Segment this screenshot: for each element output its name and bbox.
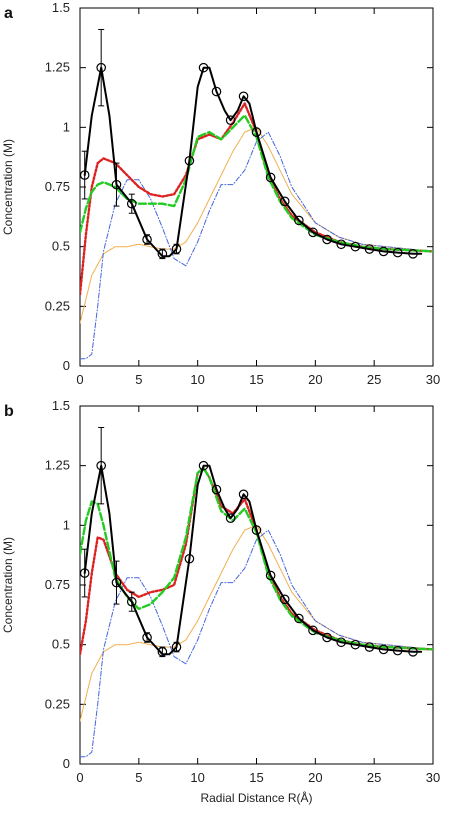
data-point <box>322 234 332 245</box>
data-point <box>184 155 195 166</box>
x-tick-label: 30 <box>426 770 440 785</box>
data-point <box>364 642 375 652</box>
data-point <box>80 568 90 578</box>
data-point <box>350 241 361 252</box>
x-tick-label: 25 <box>367 770 381 785</box>
y-tick-label: 1 <box>63 119 70 134</box>
data-point <box>408 249 418 259</box>
series-line-thin-solid <box>80 524 433 722</box>
x-tick-label: 10 <box>190 372 204 387</box>
plot-frame <box>79 405 434 765</box>
y-tick-label: 0.75 <box>45 577 70 592</box>
series-line-dash-dot <box>80 529 433 758</box>
chart-panel-a: a 0 5 10 15 20 25 30 0 0.25 0.5 0.75 1 1.25 1.5 Concent… <box>1 0 440 387</box>
data-point <box>238 91 249 102</box>
data-point <box>308 227 318 238</box>
y-tick-label: 0.25 <box>45 696 70 711</box>
data-point <box>378 644 389 655</box>
data-point <box>294 613 304 624</box>
x-axis-title: Radial Distance R(Å) <box>200 790 312 805</box>
data-point <box>378 246 389 257</box>
y-axis-title: Concentration (M) <box>1 139 15 235</box>
data-point <box>211 86 222 97</box>
data-point <box>308 625 318 636</box>
data-point <box>279 196 290 207</box>
data-point <box>251 127 262 137</box>
plot-area <box>80 426 433 758</box>
x-tick-label: 0 <box>76 372 83 387</box>
series-line-dotted <box>80 466 433 656</box>
series-line-solid <box>83 464 423 656</box>
data-point <box>111 179 122 190</box>
series-line-dashed <box>80 466 433 651</box>
panel-label: a <box>4 5 13 22</box>
y-tick-label: 1.5 <box>52 398 70 413</box>
y-tick-label: 1.25 <box>45 60 70 75</box>
x-tick-label: 0 <box>76 770 83 785</box>
series-line-thin-solid <box>80 126 433 324</box>
data-point <box>142 234 152 245</box>
y-tick-label: 1 <box>63 517 70 532</box>
data-point <box>211 484 222 495</box>
y-tick-label: 1.25 <box>45 458 70 473</box>
x-tick-label: 15 <box>249 770 263 785</box>
data-point <box>96 62 106 73</box>
data-point <box>171 244 182 254</box>
data-point <box>225 513 236 523</box>
y-tick-label: 0 <box>63 358 70 373</box>
data-point <box>111 577 122 588</box>
y-tick-label: 0.25 <box>45 298 70 313</box>
series-line-dash-dot <box>80 131 433 360</box>
data-point <box>157 249 168 259</box>
y-tick-label: 0.75 <box>45 179 70 194</box>
data-point <box>392 247 403 258</box>
data-point <box>198 460 209 471</box>
data-point <box>225 115 236 125</box>
x-tick-label: 20 <box>308 770 322 785</box>
data-point <box>126 596 137 607</box>
data-point <box>364 244 375 254</box>
data-point <box>265 570 276 581</box>
data-point <box>294 215 304 226</box>
x-tick-label: 5 <box>135 770 142 785</box>
y-tick-label: 0 <box>63 756 70 771</box>
data-point <box>238 489 249 500</box>
data-point <box>126 198 137 209</box>
chart-panel-b: b 0 5 10 15 20 25 30 0 0.25 0.5 0.75 1 1.25 1.5 Concent… <box>1 398 440 805</box>
data-point <box>350 639 361 650</box>
data-point <box>279 594 290 605</box>
plot-frame <box>79 7 434 367</box>
y-tick-label: 1.5 <box>52 0 70 15</box>
data-point <box>96 460 106 471</box>
data-point <box>198 62 209 73</box>
y-tick-label: 0.5 <box>52 239 70 254</box>
data-point <box>408 647 418 657</box>
x-tick-label: 20 <box>308 372 322 387</box>
x-tick-label: 5 <box>135 372 142 387</box>
data-point <box>336 239 347 250</box>
data-point <box>322 632 332 643</box>
data-point <box>336 637 347 648</box>
series-line-solid <box>83 66 423 258</box>
data-point <box>184 553 195 564</box>
data-point <box>171 642 182 652</box>
data-point <box>392 645 403 656</box>
data-point <box>80 170 90 180</box>
plot-area <box>80 28 433 360</box>
data-point <box>251 525 262 535</box>
data-point <box>157 647 168 657</box>
y-tick-label: 0.5 <box>52 637 70 652</box>
data-point <box>142 632 152 643</box>
x-tick-label: 15 <box>249 372 263 387</box>
x-tick-label: 30 <box>426 372 440 387</box>
x-tick-label: 10 <box>190 770 204 785</box>
data-point <box>265 172 276 183</box>
x-tick-label: 25 <box>367 372 381 387</box>
panel-label: b <box>4 403 14 420</box>
y-axis-title: Concentration (M) <box>1 537 15 633</box>
